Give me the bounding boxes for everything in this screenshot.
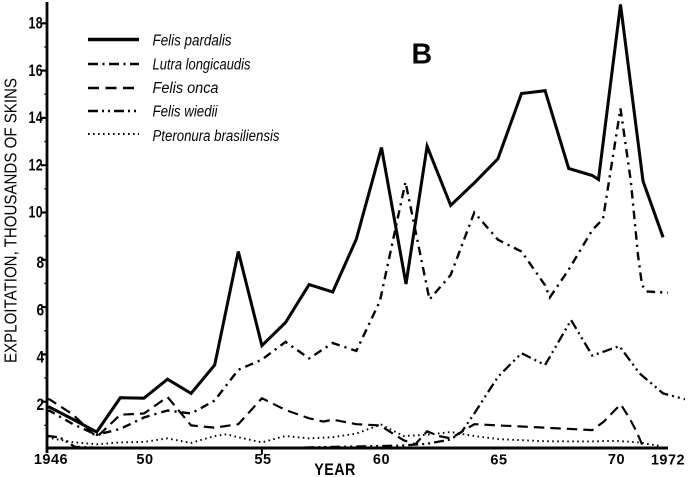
svg-text:60: 60 <box>373 452 390 468</box>
svg-text:1972: 1972 <box>651 453 685 469</box>
svg-text:18: 18 <box>29 14 44 33</box>
svg-text:Felis wiedii: Felis wiedii <box>153 104 218 121</box>
svg-text:14: 14 <box>29 108 44 127</box>
svg-text:8: 8 <box>37 253 45 272</box>
svg-text:16: 16 <box>29 61 44 80</box>
svg-text:70: 70 <box>608 452 625 468</box>
svg-text:1946: 1946 <box>34 452 68 468</box>
svg-text:65: 65 <box>490 453 507 469</box>
svg-text:4: 4 <box>37 348 45 367</box>
svg-text:Felis onca: Felis onca <box>153 80 219 97</box>
svg-text:YEAR: YEAR <box>314 461 356 477</box>
svg-text:2: 2 <box>37 395 45 414</box>
svg-text:10: 10 <box>29 203 44 222</box>
svg-text:EXPLOITATION, THOUSANDS OF SKI: EXPLOITATION, THOUSANDS OF SKINS <box>1 78 21 363</box>
svg-text:Lutra longicaudis: Lutra longicaudis <box>153 57 251 74</box>
svg-text:50: 50 <box>136 452 153 468</box>
svg-text:B: B <box>412 39 433 71</box>
svg-text:12: 12 <box>29 155 44 174</box>
svg-text:6: 6 <box>37 300 45 319</box>
svg-text:55: 55 <box>254 452 271 468</box>
svg-text:Felis pardalis: Felis pardalis <box>153 33 232 50</box>
svg-text:Pteronura brasiliensis: Pteronura brasiliensis <box>153 128 280 145</box>
